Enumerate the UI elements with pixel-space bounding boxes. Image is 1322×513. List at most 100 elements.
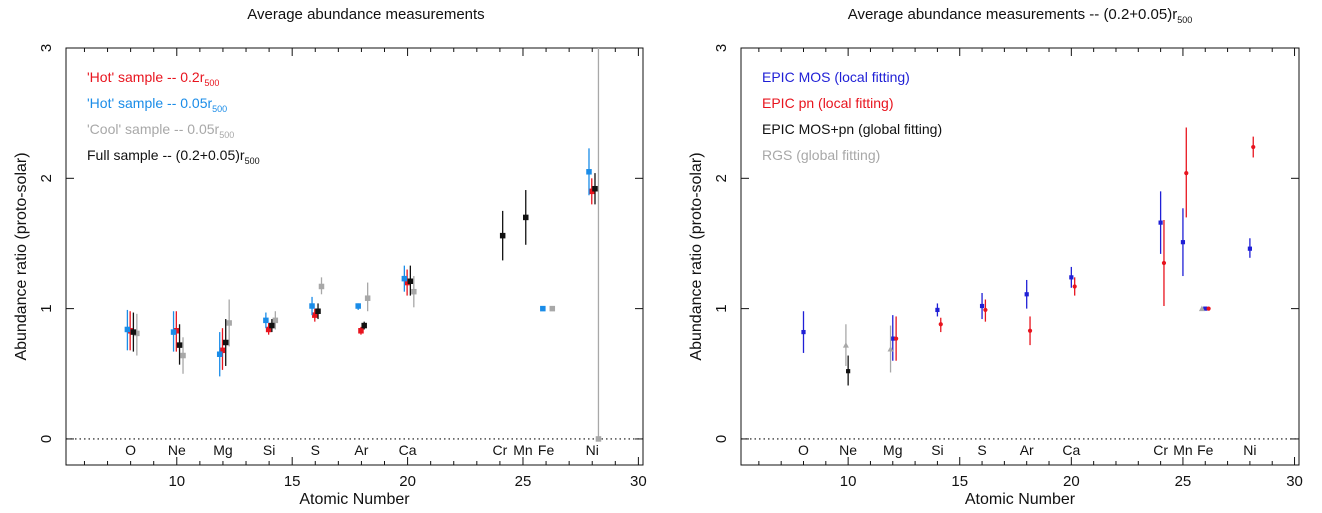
element-label: Mn bbox=[513, 442, 532, 458]
data-point bbox=[523, 214, 529, 221]
data-point bbox=[361, 322, 367, 329]
data-point bbox=[124, 326, 131, 333]
data-point bbox=[173, 328, 180, 334]
element-label: Mn bbox=[1173, 442, 1192, 458]
y-tick-label: 1 bbox=[713, 304, 730, 312]
data-series bbox=[127, 178, 595, 370]
data-point bbox=[1072, 284, 1077, 289]
legend-entry: 'Hot' sample -- 0.2r500 bbox=[87, 69, 219, 88]
data-point bbox=[1161, 260, 1167, 266]
data-series bbox=[134, 48, 602, 442]
data-point bbox=[1251, 144, 1256, 150]
x-tick-label: 20 bbox=[1063, 473, 1080, 490]
element-label: Si bbox=[931, 442, 943, 458]
element-label: Ne bbox=[168, 442, 186, 458]
data-point bbox=[263, 317, 269, 324]
y-axis-label: Abundance ratio (proto-solar) bbox=[13, 152, 30, 360]
data-series bbox=[846, 355, 851, 386]
y-axis-label: Abundance ratio (proto-solar) bbox=[688, 152, 705, 360]
data-point bbox=[355, 303, 361, 309]
data-point bbox=[180, 352, 186, 359]
legend-entry: 'Hot' sample -- 0.05r500 bbox=[87, 95, 227, 114]
x-tick-label: 25 bbox=[515, 473, 532, 490]
element-label: O bbox=[125, 442, 136, 458]
element-label: Fe bbox=[1197, 442, 1214, 458]
data-point bbox=[595, 436, 602, 442]
data-point bbox=[272, 317, 279, 324]
data-series bbox=[842, 305, 1205, 373]
data-point bbox=[979, 303, 985, 309]
data-point bbox=[134, 330, 140, 337]
data-point bbox=[938, 322, 943, 327]
x-tick-label: 15 bbox=[951, 473, 968, 490]
element-label: Ar bbox=[354, 442, 368, 458]
x-axis-label: Atomic Number bbox=[299, 491, 410, 508]
data-point bbox=[269, 322, 275, 329]
chart-panel-left: Average abundance measurements 10 15 20 25 3… bbox=[13, 6, 647, 508]
data-point bbox=[1247, 246, 1252, 251]
data-point bbox=[894, 336, 899, 341]
element-label: Ni bbox=[586, 442, 599, 458]
legend-entry-label: Full sample -- (0.2+0.05)r bbox=[87, 147, 245, 163]
data-point bbox=[1198, 305, 1205, 312]
legend-entry-label: RGS (global fitting) bbox=[762, 147, 880, 163]
y-tick-label: 1 bbox=[38, 304, 55, 312]
legend-entry-label: EPIC MOS+pn (global fitting) bbox=[762, 121, 942, 137]
legend-entry: EPIC pn (local fitting) bbox=[762, 95, 894, 111]
legend-entry-subscript: 500 bbox=[219, 130, 234, 140]
x-tick-label: 10 bbox=[840, 473, 857, 490]
data-point bbox=[935, 307, 940, 313]
x-tick-label: 10 bbox=[168, 473, 185, 490]
element-label: Ni bbox=[1243, 442, 1256, 458]
legend-entry-subscript: 500 bbox=[204, 78, 219, 88]
data-point bbox=[499, 232, 506, 239]
legend-entry: EPIC MOS (local fitting) bbox=[762, 69, 910, 85]
data-point bbox=[170, 329, 177, 335]
element-label: Ar bbox=[1020, 442, 1034, 458]
data-point bbox=[540, 305, 546, 312]
data-point bbox=[407, 278, 414, 285]
y-tick-label: 0 bbox=[38, 435, 55, 443]
data-point bbox=[404, 279, 410, 286]
legend-entry: 'Cool' sample -- 0.05r500 bbox=[87, 121, 234, 140]
data-point bbox=[1027, 328, 1033, 333]
x-tick-label: 15 bbox=[284, 473, 301, 490]
element-label: Si bbox=[263, 442, 275, 458]
x-tick-label: 20 bbox=[399, 473, 416, 490]
data-point bbox=[401, 275, 408, 282]
data-point bbox=[318, 283, 325, 290]
data-point bbox=[842, 342, 849, 348]
legend-entry-subscript: 500 bbox=[245, 156, 260, 166]
data-point bbox=[801, 329, 806, 335]
y-tick-label: 2 bbox=[38, 174, 55, 182]
data-point bbox=[983, 307, 988, 313]
element-label: Fe bbox=[538, 442, 555, 458]
data-point bbox=[219, 347, 226, 354]
y-tick-label: 0 bbox=[713, 435, 730, 443]
element-label: S bbox=[977, 442, 986, 458]
y-tick-label: 3 bbox=[713, 44, 730, 52]
data-point bbox=[222, 339, 229, 346]
data-series bbox=[894, 127, 1256, 361]
element-label: O bbox=[798, 442, 809, 458]
data-point bbox=[549, 305, 556, 312]
data-point bbox=[315, 308, 321, 314]
legend-entry-subscript: 500 bbox=[212, 104, 227, 114]
legend-entry-label: EPIC pn (local fitting) bbox=[762, 95, 894, 111]
element-label: Ca bbox=[1062, 442, 1080, 458]
data-point bbox=[887, 346, 894, 352]
legend: 'Hot' sample -- 0.2r500 'Hot' sample -- 0… bbox=[87, 69, 260, 166]
data-point bbox=[364, 295, 371, 301]
element-label: Ne bbox=[839, 442, 857, 458]
data-point bbox=[130, 329, 137, 335]
data-point bbox=[1069, 275, 1074, 280]
data-point bbox=[411, 288, 417, 295]
data-point bbox=[309, 303, 315, 309]
data-point bbox=[358, 328, 364, 334]
data-series bbox=[801, 191, 1252, 361]
data-point bbox=[1180, 240, 1186, 245]
legend: EPIC MOS (local fitting) EPIC pn (local f… bbox=[762, 69, 942, 163]
data-point bbox=[226, 320, 232, 326]
element-label: Mg bbox=[883, 442, 902, 458]
